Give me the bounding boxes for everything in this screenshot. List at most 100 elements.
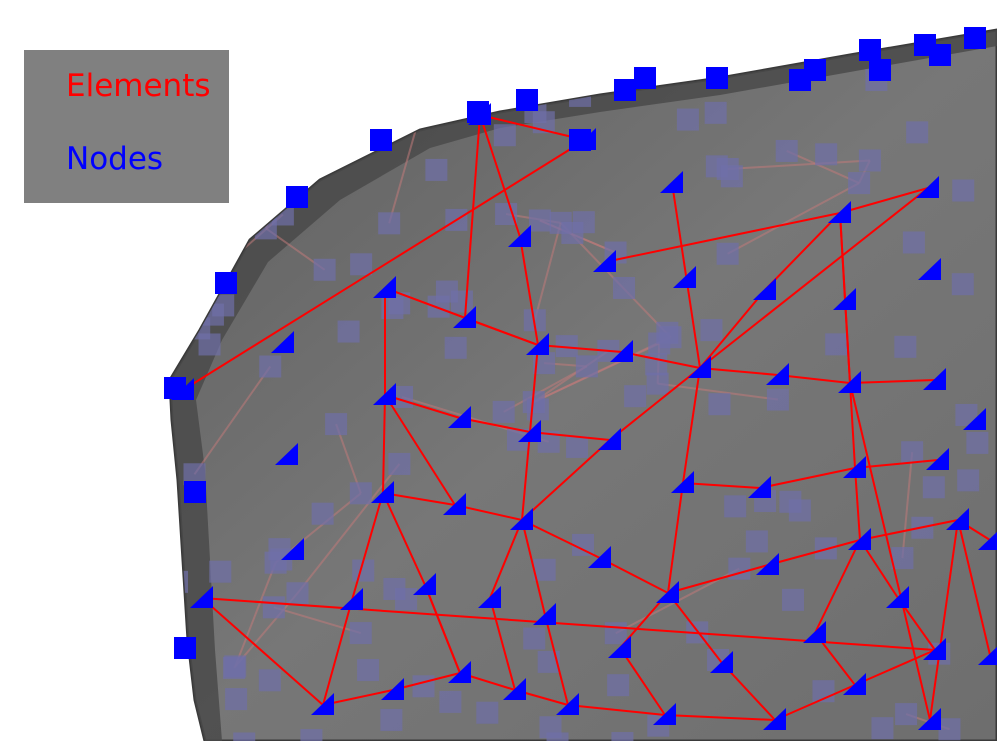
node-marker xyxy=(926,448,949,470)
node-marker xyxy=(503,678,526,700)
back-node xyxy=(313,258,336,281)
back-node xyxy=(533,352,556,375)
back-node xyxy=(492,400,515,423)
element-edge xyxy=(844,299,851,384)
node-marker xyxy=(828,201,851,223)
back-node xyxy=(720,165,743,188)
back-node xyxy=(966,431,989,454)
boundary-node-marker xyxy=(634,67,656,89)
element-edge xyxy=(767,539,861,566)
node-marker xyxy=(923,368,946,390)
back-node xyxy=(766,388,789,411)
element-edge xyxy=(849,382,931,721)
back-node xyxy=(724,495,747,518)
back-node xyxy=(425,158,448,181)
element-edge xyxy=(854,467,861,541)
element-edge xyxy=(521,519,601,559)
boundary-node-marker xyxy=(215,272,237,294)
node-marker xyxy=(478,586,501,608)
back-node xyxy=(229,161,252,184)
element-edge xyxy=(839,187,929,214)
legend-nodes-label: Nodes xyxy=(66,141,164,177)
node-marker xyxy=(656,581,679,603)
back-node xyxy=(378,212,401,235)
boundary-node-marker xyxy=(929,44,951,66)
node-marker xyxy=(763,708,786,730)
element-edge xyxy=(392,672,461,691)
node-marker xyxy=(443,493,466,515)
back-element-edge xyxy=(273,606,362,635)
element-edge xyxy=(849,379,936,384)
back-node xyxy=(352,559,375,582)
element-edge xyxy=(182,139,586,391)
node-marker xyxy=(381,678,404,700)
element-edge xyxy=(957,519,991,656)
node-marker xyxy=(371,481,394,503)
back-node xyxy=(230,194,253,217)
back-node xyxy=(656,321,679,344)
back-node xyxy=(572,533,595,556)
node-marker xyxy=(843,673,866,695)
node-marker xyxy=(518,420,541,442)
back-node xyxy=(901,441,924,464)
node-marker xyxy=(963,408,986,430)
back-node xyxy=(604,622,627,645)
back-node xyxy=(225,688,248,711)
element-edge xyxy=(774,684,856,721)
element-edge xyxy=(521,519,546,616)
node-marker xyxy=(978,646,997,665)
element-edge xyxy=(489,519,523,599)
back-node xyxy=(611,732,634,741)
back-node xyxy=(337,320,360,343)
element-edge xyxy=(384,287,539,346)
element-edge xyxy=(667,592,723,664)
element-edge xyxy=(201,597,324,706)
back-node xyxy=(357,659,380,682)
element-edge xyxy=(682,482,761,489)
back-element-edge xyxy=(193,365,272,475)
node-marker xyxy=(373,383,396,405)
node-marker xyxy=(190,586,213,608)
element-edge xyxy=(544,614,569,706)
node-marker xyxy=(688,356,711,378)
back-node xyxy=(444,336,467,359)
back-node xyxy=(745,530,768,553)
back-node xyxy=(383,577,406,600)
element-edge xyxy=(839,212,846,301)
back-element-edge xyxy=(727,159,870,171)
back-node xyxy=(258,669,281,692)
back-node xyxy=(938,718,961,741)
back-node xyxy=(412,675,435,698)
element-edge xyxy=(599,557,669,594)
node-marker xyxy=(508,225,531,247)
back-node xyxy=(566,435,589,458)
node-marker xyxy=(978,531,997,550)
back-node xyxy=(170,297,187,320)
back-node xyxy=(439,690,462,713)
back-node xyxy=(259,355,282,378)
back-node xyxy=(704,101,727,124)
back-node xyxy=(871,717,894,740)
node-marker xyxy=(918,708,941,730)
back-node xyxy=(380,708,403,731)
back-node xyxy=(311,502,334,525)
node-marker xyxy=(918,258,941,280)
node-marker xyxy=(673,266,696,288)
back-node xyxy=(902,231,925,254)
back-element-edge xyxy=(234,562,277,667)
back-node xyxy=(825,333,848,356)
back-node xyxy=(506,428,529,451)
node-marker xyxy=(916,176,939,198)
back-element-edge xyxy=(533,222,562,321)
element-edge xyxy=(537,344,623,353)
back-node xyxy=(646,372,669,395)
node-marker xyxy=(598,428,621,450)
boundary-node-marker xyxy=(804,59,826,81)
element-edge xyxy=(479,114,521,238)
back-node xyxy=(420,63,443,86)
back-node xyxy=(300,729,323,741)
node-marker xyxy=(448,406,471,428)
node-marker xyxy=(448,661,471,683)
element-edge xyxy=(682,367,701,484)
